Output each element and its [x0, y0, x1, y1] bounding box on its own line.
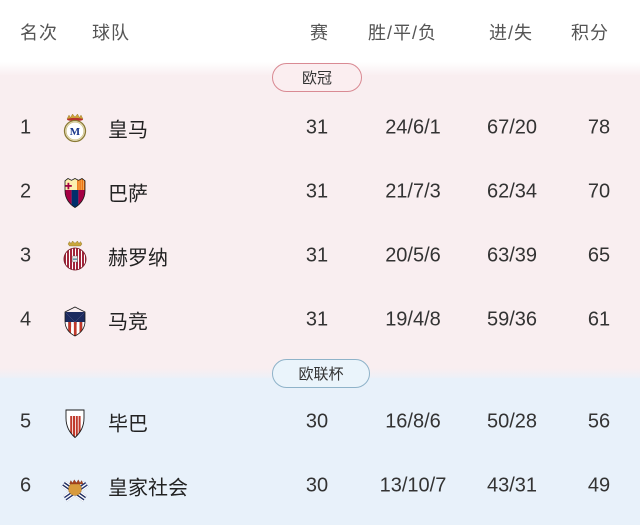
svg-text:M: M — [70, 126, 81, 138]
